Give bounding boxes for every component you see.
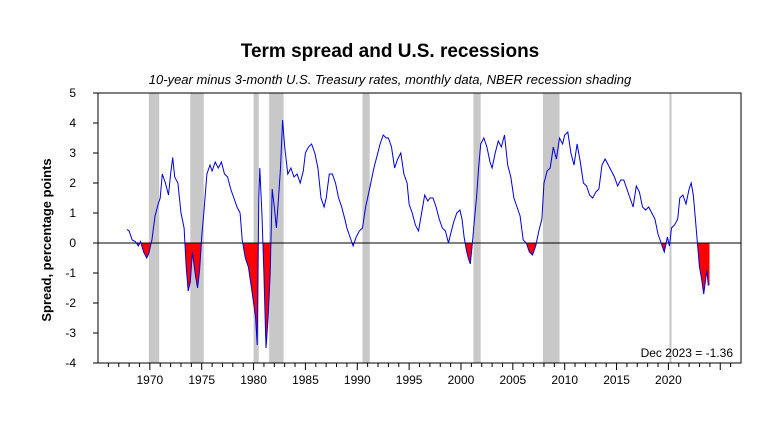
y-tick-label: -2 [65, 296, 76, 310]
x-tick-label: 2000 [448, 373, 475, 387]
recession-band [190, 93, 204, 363]
x-tick-label: 1975 [188, 373, 215, 387]
recession-band [253, 93, 259, 363]
series-line [126, 119, 710, 349]
recession-shading [148, 93, 672, 363]
inversion-fill [136, 243, 710, 348]
x-tick-label: 2020 [655, 373, 682, 387]
y-axis: -4 -3 -2 -1 0 1 2 3 4 5 [65, 86, 98, 370]
chart-subtitle: 10-year minus 3-month U.S. Treasury rate… [149, 72, 632, 87]
latest-value-annotation: Dec 2023 = -1.36 [641, 346, 734, 360]
x-tick-label: 1980 [240, 373, 267, 387]
x-tick-label: 1970 [137, 373, 164, 387]
y-tick-label: -3 [65, 326, 76, 340]
x-tick-label: 2010 [551, 373, 578, 387]
inversion-area [697, 243, 710, 294]
recession-band [669, 93, 672, 363]
x-tick-label: 1985 [292, 373, 319, 387]
y-tick-label: -4 [65, 356, 76, 370]
x-tick-label: 2015 [603, 373, 630, 387]
x-tick-label: 1995 [396, 373, 423, 387]
inversion-area [141, 243, 152, 258]
recession-band [542, 93, 560, 363]
x-axis: 1970 1975 1980 1985 1990 1995 2000 2005 2010 2015… [107, 363, 732, 387]
chart-title: Term spread and U.S. recessions [241, 41, 540, 62]
y-tick-label: 2 [69, 176, 76, 190]
y-axis-label: Spread, percentage points [39, 158, 54, 321]
recession-band [148, 93, 160, 363]
x-tick-label: 1990 [344, 373, 371, 387]
y-tick-label: 5 [69, 86, 76, 100]
inversion-area [262, 243, 271, 348]
inversion-area [184, 243, 202, 291]
y-tick-label: 1 [69, 206, 76, 220]
y-tick-label: -1 [65, 266, 76, 280]
recession-band [473, 93, 481, 363]
recession-band [362, 93, 370, 363]
x-tick-label: 2005 [499, 373, 526, 387]
y-tick-label: 3 [69, 146, 76, 160]
inversion-area [242, 243, 259, 345]
y-tick-label: 0 [69, 236, 76, 250]
inversion-area [526, 243, 537, 255]
y-tick-label: 4 [69, 116, 76, 130]
